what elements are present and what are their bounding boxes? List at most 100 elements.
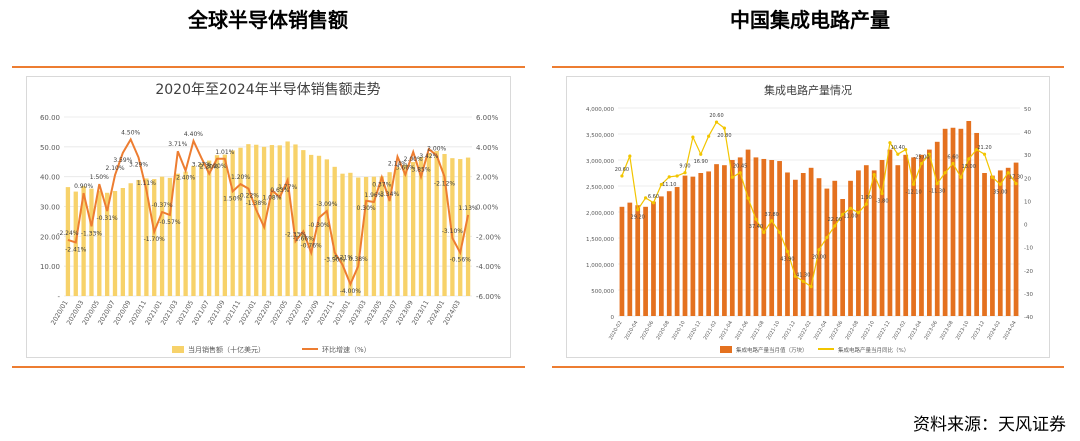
line-point bbox=[659, 182, 663, 187]
data-label: -2.33% bbox=[285, 231, 307, 238]
data-label: -5.21% bbox=[332, 255, 354, 262]
bar bbox=[285, 141, 290, 296]
y-left-tick-label: 50.00 bbox=[40, 144, 60, 152]
x-tick-label: 2023-04 bbox=[908, 320, 924, 341]
data-label: 35.00 bbox=[993, 189, 1007, 195]
bar bbox=[800, 173, 806, 316]
line-point bbox=[880, 191, 884, 196]
data-label: 43.90 bbox=[780, 257, 794, 263]
line-point bbox=[817, 248, 821, 252]
line-point bbox=[990, 175, 995, 179]
data-label: 1.08% bbox=[262, 194, 281, 201]
legend-bar-swatch bbox=[720, 346, 732, 353]
data-label: 17.30 bbox=[1009, 175, 1023, 181]
data-label: 3.85% bbox=[411, 167, 430, 174]
bar bbox=[737, 157, 743, 316]
line-point bbox=[825, 235, 829, 240]
bar bbox=[919, 154, 924, 316]
legend-bar-label: 集成电路产量当月值（万块） bbox=[736, 346, 808, 354]
line-point bbox=[896, 152, 900, 156]
bar bbox=[112, 190, 118, 296]
data-label: -0.57% bbox=[159, 219, 181, 226]
bar bbox=[261, 146, 267, 296]
line-point bbox=[675, 174, 679, 178]
bar bbox=[230, 150, 235, 296]
data-label: 3.59% bbox=[113, 157, 132, 164]
data-label: -0.30% bbox=[308, 222, 330, 229]
bar bbox=[974, 132, 980, 316]
bar bbox=[942, 128, 948, 316]
bar bbox=[848, 180, 853, 316]
y-right-tick-label: -30 bbox=[1024, 292, 1033, 298]
data-label: 3.29% bbox=[129, 161, 148, 168]
x-tick-label: 2022-10 bbox=[860, 320, 876, 341]
data-label: -12.10 bbox=[906, 189, 922, 195]
line-point bbox=[667, 175, 671, 179]
bar bbox=[966, 121, 972, 316]
y-right-tick-label: -40 bbox=[1024, 315, 1033, 321]
line-point bbox=[651, 201, 656, 205]
bar bbox=[761, 158, 767, 316]
x-tick-label: 2024-02 bbox=[986, 320, 1002, 341]
x-tick-label: 2023-10 bbox=[955, 320, 971, 341]
line-point bbox=[699, 152, 703, 156]
y-left-tick-label: 500,000 bbox=[591, 289, 614, 295]
bar bbox=[666, 191, 672, 316]
bar bbox=[316, 155, 322, 296]
data-label: 22.00 bbox=[828, 217, 842, 223]
bar bbox=[426, 153, 432, 296]
bar bbox=[332, 166, 337, 296]
left-bottom-rule bbox=[12, 366, 525, 368]
y-left-tick-label: 3,000,000 bbox=[586, 159, 614, 165]
line-point bbox=[722, 126, 727, 130]
data-label: -0.22% bbox=[238, 193, 260, 200]
data-label: 10.40 bbox=[891, 145, 905, 151]
data-label: 0.30% bbox=[357, 205, 376, 212]
x-tick-label: 2020-04 bbox=[624, 320, 640, 341]
data-label: 4.40% bbox=[184, 131, 203, 138]
data-label: 41.30 bbox=[796, 272, 810, 278]
data-label: 1.20% bbox=[231, 174, 250, 181]
y-left-tick-label: 4,000,000 bbox=[586, 107, 614, 113]
semiconductor-sales-svg: 2020年至2024年半导体销售额走势 - 10.00 20.00 30.00 40.0… bbox=[40, 82, 501, 354]
y-right-tick-label: 0 bbox=[1024, 223, 1028, 229]
bar bbox=[324, 159, 330, 296]
bar bbox=[238, 147, 243, 296]
data-label: 0.90% bbox=[74, 183, 93, 190]
line-point bbox=[967, 157, 971, 161]
x-tick-label: 2020-12 bbox=[687, 320, 703, 341]
data-label: 1.50% bbox=[90, 174, 109, 181]
y-left-tick-label: 2,500,000 bbox=[586, 185, 614, 191]
bar bbox=[144, 178, 149, 296]
bar bbox=[722, 165, 727, 316]
data-label: 2.14% bbox=[388, 161, 407, 168]
bar bbox=[458, 159, 463, 296]
line-point bbox=[714, 120, 719, 124]
line-point bbox=[919, 161, 924, 166]
bar bbox=[222, 154, 228, 296]
data-label: -1.70% bbox=[144, 236, 166, 243]
data-label: -0.56% bbox=[450, 257, 472, 264]
data-label: 21.20 bbox=[977, 145, 991, 151]
data-label: 4.50% bbox=[121, 129, 140, 136]
bar bbox=[175, 173, 180, 296]
source-note: 资料来源：天风证券 bbox=[913, 415, 1066, 435]
bar bbox=[356, 177, 361, 296]
data-label: -3.09% bbox=[316, 201, 338, 208]
line-point bbox=[841, 212, 845, 216]
y-left-tick-label: 2,000,000 bbox=[586, 211, 614, 217]
bar bbox=[635, 205, 641, 316]
data-label: 11.10 bbox=[662, 182, 676, 188]
bar bbox=[658, 196, 664, 316]
data-label: 1.01% bbox=[215, 149, 234, 156]
line-point bbox=[636, 208, 640, 212]
bar bbox=[410, 162, 416, 296]
bar bbox=[418, 156, 424, 296]
y-left-tick-label: 1,500,000 bbox=[586, 237, 614, 243]
x-tick-label: 2021-06 bbox=[734, 320, 750, 341]
line-point bbox=[754, 217, 758, 221]
bar bbox=[191, 165, 196, 296]
data-label: -4.00% bbox=[340, 288, 362, 295]
y-right-tick-label: -2.00% bbox=[476, 233, 501, 241]
y-left-tick-label: 0 bbox=[611, 315, 615, 321]
